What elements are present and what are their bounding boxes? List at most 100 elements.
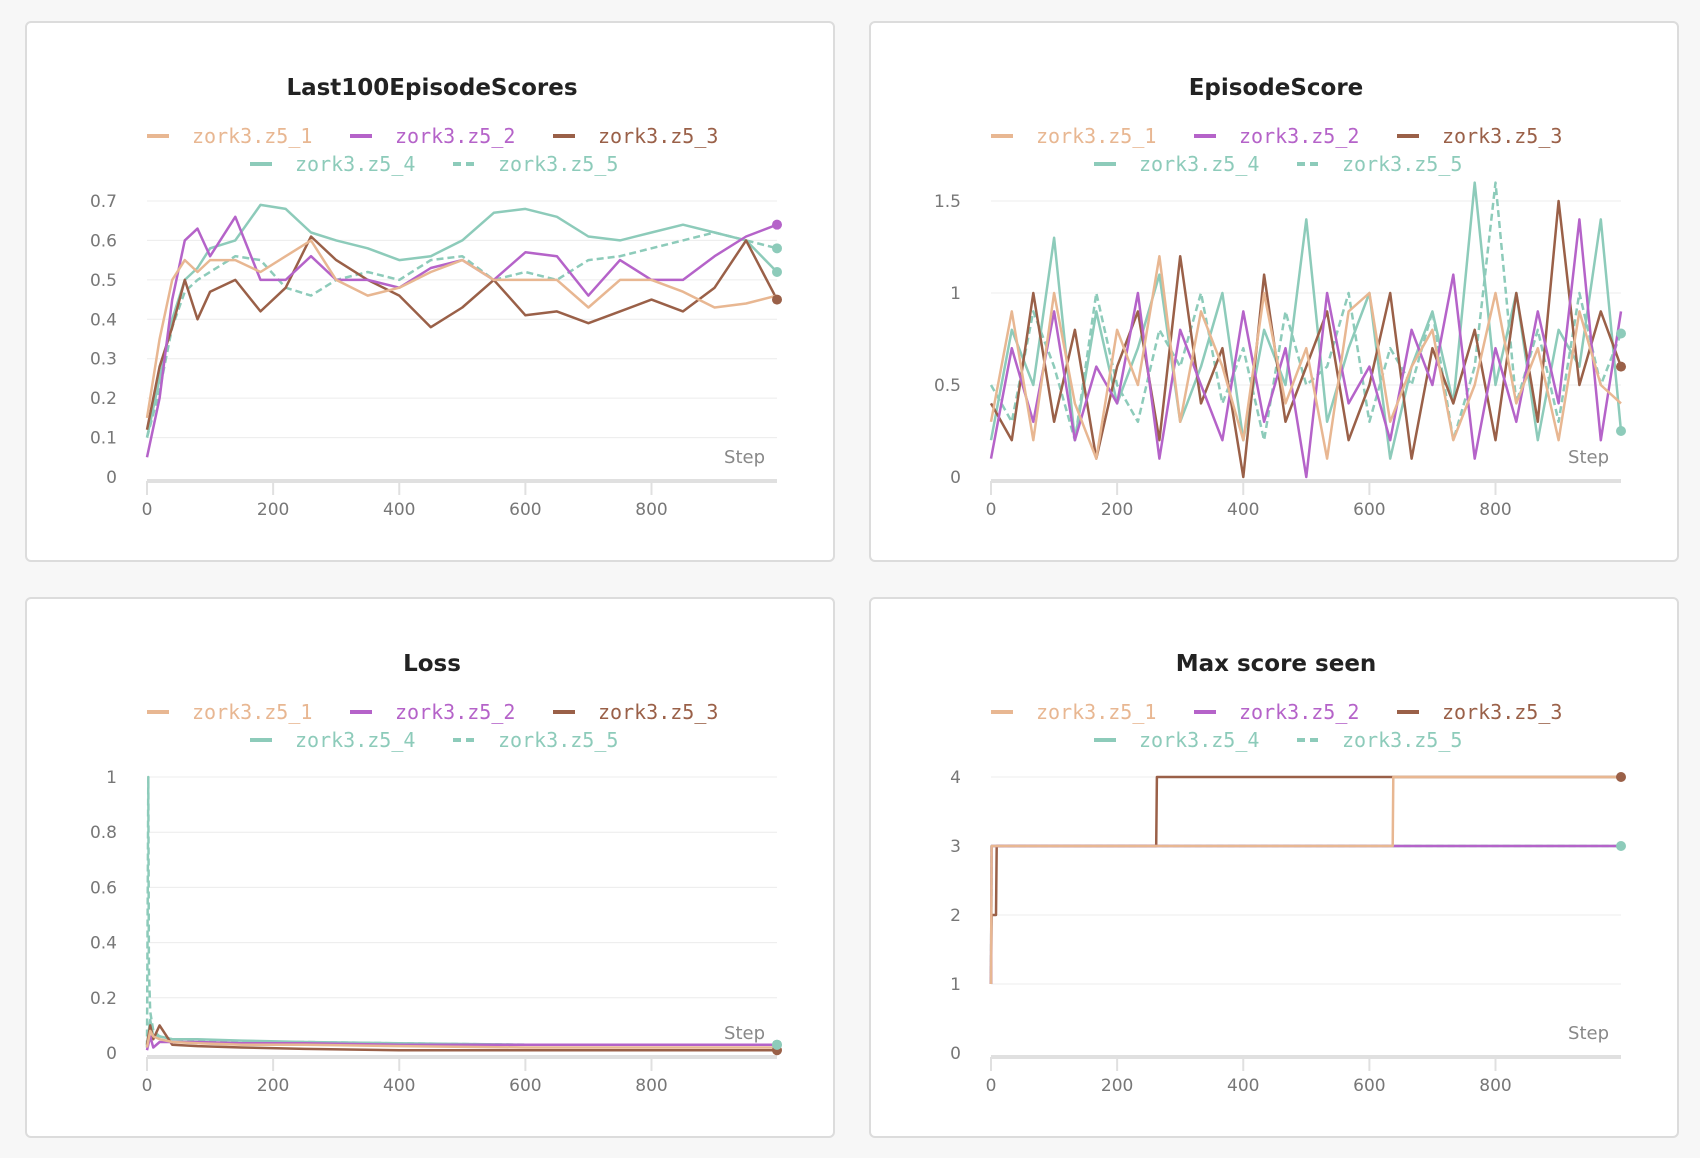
y-tick-label: 0.3 <box>90 350 117 370</box>
chart-title: Loss <box>403 651 461 677</box>
legend-item[interactable]: zork3.z5_4 <box>1094 152 1259 176</box>
series-end-dot <box>772 219 782 230</box>
series-line <box>145 203 778 438</box>
legend-label: zork3.z5_4 <box>1139 152 1259 176</box>
legend-item[interactable]: zork3.z5_5 <box>453 728 618 752</box>
x-tick-label: 0 <box>142 500 153 520</box>
series-line <box>989 775 1621 985</box>
x-tick-label: 600 <box>509 1076 541 1096</box>
series-end-dot <box>1616 328 1626 339</box>
y-tick-label: 0.4 <box>90 934 117 954</box>
y-tick-label: 0.5 <box>934 376 961 396</box>
y-tick-label: 0 <box>950 468 961 488</box>
series-line <box>989 218 1623 479</box>
x-axis-label: Step <box>1568 1023 1609 1044</box>
legend-item[interactable]: zork3.z5_1 <box>991 700 1156 724</box>
x-axis-label: Step <box>724 1023 765 1044</box>
chart-svg: Last100EpisodeScores zork3.z5_1 zork3.z5_2… <box>90 75 782 520</box>
legend-label: zork3.z5_3 <box>598 700 718 724</box>
series-end-dot <box>1616 841 1626 851</box>
legend-label: zork3.z5_5 <box>498 152 618 176</box>
legend-item[interactable]: zork3.z5_4 <box>1094 728 1259 752</box>
chart-title: Last100EpisodeScores <box>286 75 577 101</box>
y-tick-label: 1 <box>950 284 961 304</box>
series-line <box>145 775 777 1048</box>
legend-label: zork3.z5_2 <box>1239 124 1359 148</box>
y-tick-label: 0.2 <box>90 989 117 1009</box>
legend-label: zork3.z5_4 <box>295 728 415 752</box>
x-tick-label: 200 <box>1101 500 1133 520</box>
x-tick-label: 800 <box>1479 500 1511 520</box>
legend-label: zork3.z5_1 <box>192 700 312 724</box>
x-tick-label: 800 <box>1479 1076 1511 1096</box>
legend-item[interactable]: zork3.z5_2 <box>350 124 515 148</box>
series-end-dot <box>1616 361 1626 372</box>
legend-label: zork3.z5_2 <box>395 700 515 724</box>
legend-label: zork3.z5_5 <box>1342 728 1462 752</box>
y-tick-label: 0.4 <box>90 310 117 330</box>
legend-label: zork3.z5_1 <box>192 124 312 148</box>
legend-item[interactable]: zork3.z5_2 <box>1194 700 1359 724</box>
legend-label: zork3.z5_2 <box>395 124 515 148</box>
legend-item[interactable]: zork3.z5_1 <box>147 124 312 148</box>
y-tick-label: 0.8 <box>90 823 117 843</box>
legend-label: zork3.z5_3 <box>1442 124 1562 148</box>
series-line <box>145 235 779 430</box>
legend-item[interactable]: zork3.z5_5 <box>1297 152 1462 176</box>
legend-label: zork3.z5_1 <box>1036 124 1156 148</box>
legend-label: zork3.z5_5 <box>498 728 618 752</box>
y-tick-label: 0.2 <box>90 389 117 409</box>
y-tick-label: 0.1 <box>90 429 117 449</box>
chart-svg: Loss zork3.z5_1 zork3.z5_2 zork3.z5_3 zork3.… <box>90 651 782 1096</box>
y-tick-label: 0 <box>950 1044 961 1064</box>
x-tick-label: 400 <box>1227 500 1259 520</box>
legend-item[interactable]: zork3.z5_2 <box>350 700 515 724</box>
x-tick-label: 400 <box>383 1076 415 1096</box>
series-end-dot <box>1616 426 1626 436</box>
chart-panel-last100-episode-scores: Last100EpisodeScores zork3.z5_1 zork3.z5_2… <box>25 21 835 562</box>
x-axis-label: Step <box>724 447 765 468</box>
series-end-dot <box>772 243 782 254</box>
y-tick-label: 0.5 <box>90 271 117 291</box>
chart-svg: EpisodeScore zork3.z5_1 zork3.z5_2 zork3.z5… <box>934 75 1626 520</box>
x-tick-label: 200 <box>257 500 289 520</box>
legend-item[interactable]: zork3.z5_3 <box>553 124 718 148</box>
y-tick-label: 4 <box>950 768 961 788</box>
legend-item[interactable]: zork3.z5_3 <box>1397 124 1562 148</box>
legend-label: zork3.z5_1 <box>1036 700 1156 724</box>
x-tick-label: 600 <box>1353 1076 1385 1096</box>
y-tick-label: 1.5 <box>934 192 961 212</box>
x-tick-label: 0 <box>142 1076 153 1096</box>
legend-label: zork3.z5_4 <box>1139 728 1259 752</box>
legend-label: zork3.z5_2 <box>1239 700 1359 724</box>
series-line <box>145 1018 777 1046</box>
y-tick-label: 3 <box>950 837 961 857</box>
legend-label: zork3.z5_5 <box>1342 152 1462 176</box>
legend-item[interactable]: zork3.z5_5 <box>1297 728 1462 752</box>
legend-item[interactable]: zork3.z5_3 <box>553 700 718 724</box>
x-tick-label: 200 <box>1101 1076 1133 1096</box>
chart-panel-loss: Loss zork3.z5_1 zork3.z5_2 zork3.z5_3 zork3.… <box>25 597 835 1138</box>
series-line <box>145 215 778 458</box>
legend-item[interactable]: zork3.z5_2 <box>1194 124 1359 148</box>
y-tick-label: 1 <box>106 768 117 788</box>
chart-title: EpisodeScore <box>1189 75 1364 101</box>
x-tick-label: 800 <box>635 1076 667 1096</box>
legend-item[interactable]: zork3.z5_1 <box>147 700 312 724</box>
y-tick-label: 0.7 <box>90 192 117 212</box>
series-end-dot <box>772 294 782 305</box>
x-tick-label: 800 <box>635 500 667 520</box>
legend-item[interactable]: zork3.z5_3 <box>1397 700 1562 724</box>
x-tick-label: 200 <box>257 1076 289 1096</box>
legend-item[interactable]: zork3.z5_4 <box>250 152 415 176</box>
series-line <box>989 775 1621 985</box>
legend-label: zork3.z5_3 <box>1442 700 1562 724</box>
legend-item[interactable]: zork3.z5_4 <box>250 728 415 752</box>
chart-svg: Max score seen zork3.z5_1 zork3.z5_2 zork3.… <box>950 651 1626 1096</box>
chart-panel-episode-score: EpisodeScore zork3.z5_1 zork3.z5_2 zork3.z5… <box>869 21 1679 562</box>
legend-item[interactable]: zork3.z5_5 <box>453 152 618 176</box>
y-tick-label: 0.6 <box>90 231 117 251</box>
legend-label: zork3.z5_3 <box>598 124 718 148</box>
y-tick-label: 0.6 <box>90 878 117 898</box>
legend-item[interactable]: zork3.z5_1 <box>991 124 1156 148</box>
